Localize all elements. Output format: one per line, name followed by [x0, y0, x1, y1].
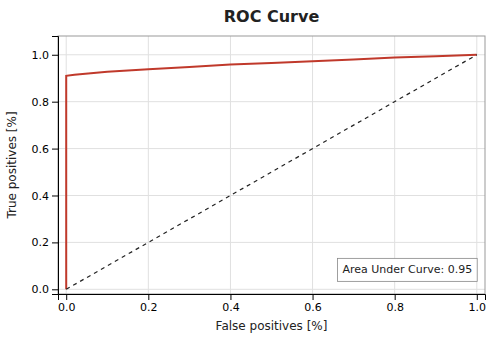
- y-axis-title: True positives [%]: [5, 111, 19, 219]
- x-tick-label: 0.6: [304, 301, 322, 314]
- x-tick: 0.4: [222, 294, 240, 314]
- y-tick: 0.0: [32, 283, 59, 296]
- y-tick-mark: [52, 102, 58, 103]
- y-tick-label: 0.2: [32, 236, 50, 249]
- y-tick-label: 0.8: [32, 96, 50, 109]
- y-axis: 0.0 0.2 0.4 0.6 0.8 1.0: [32, 37, 59, 297]
- grid-line-x: [312, 36, 313, 294]
- series-line: [66, 55, 477, 290]
- plot-frame: [58, 36, 485, 294]
- y-tick-mark: [52, 55, 58, 56]
- annotation-box: [337, 258, 477, 281]
- y-tick-mark: [52, 242, 58, 243]
- x-tick-label: 0.8: [386, 301, 404, 314]
- x-axis: 0.0 0.2 0.4 0.6 0.8 1.0: [58, 294, 486, 314]
- x-tick-mark: [477, 294, 478, 300]
- x-axis-title: False positives [%]: [216, 319, 328, 333]
- grid-line-y: [58, 242, 485, 243]
- x-tick: 0.0: [58, 294, 76, 314]
- grid-line-y: [58, 148, 485, 149]
- grid: [58, 36, 485, 294]
- y-tick: 0.4: [32, 190, 59, 203]
- y-tick-label: 1.0: [32, 49, 50, 62]
- x-tick-mark: [313, 294, 314, 300]
- y-tick-label: 0.4: [32, 190, 50, 203]
- x-tick-mark: [395, 294, 396, 300]
- x-tick-mark: [148, 294, 149, 300]
- y-tick: 0.6: [32, 143, 59, 156]
- grid-line-y: [58, 54, 485, 55]
- grid-line-x: [394, 36, 395, 294]
- grid-line-x: [148, 36, 149, 294]
- x-tick-label: 0.0: [58, 301, 76, 314]
- x-tick-mark: [66, 294, 67, 300]
- y-tick-mark: [52, 195, 58, 196]
- grid-line-y: [58, 289, 485, 290]
- x-tick: 0.6: [304, 294, 322, 314]
- y-tick: 0.8: [32, 96, 59, 109]
- x-tick-mark: [230, 294, 231, 300]
- y-tick-label: 0.6: [32, 143, 50, 156]
- x-tick-label: 1.0: [469, 301, 487, 314]
- annotation: Area Under Curve: 0.95: [337, 258, 477, 281]
- x-axis-line: [59, 295, 486, 301]
- chart-container: 0.0 0.2 0.4 0.6 0.8 1.0 0.0 0.2 0.4 0.6 0.8 1.0 Area…: [0, 0, 499, 340]
- x-tick-label: 0.4: [222, 301, 240, 314]
- annotation-text: Area Under Curve: 0.95: [342, 263, 472, 276]
- plot-area: 0.0 0.2 0.4 0.6 0.8 1.0 0.0 0.2 0.4 0.6 0.8 1.0 Area…: [32, 36, 487, 314]
- x-tick: 0.8: [386, 294, 404, 314]
- y-axis-line: [52, 37, 59, 295]
- series-line: [66, 55, 477, 290]
- x-tick-label: 0.2: [140, 301, 158, 314]
- chart-title: ROC Curve: [224, 7, 320, 26]
- y-tick: 1.0: [32, 49, 59, 62]
- x-tick: 0.2: [140, 294, 158, 314]
- grid-line-x: [476, 36, 477, 294]
- y-tick: 0.2: [32, 236, 59, 249]
- grid-line-y: [58, 101, 485, 102]
- grid-line-x: [230, 36, 231, 294]
- grid-line-y: [58, 195, 485, 196]
- y-tick-mark: [52, 289, 58, 290]
- y-tick-mark: [52, 149, 58, 150]
- chart-svg: 0.0 0.2 0.4 0.6 0.8 1.0 0.0 0.2 0.4 0.6 0.8 1.0 Area…: [0, 0, 499, 340]
- series-group: [66, 55, 477, 290]
- x-tick: 1.0: [469, 294, 487, 314]
- y-tick-label: 0.0: [32, 283, 50, 296]
